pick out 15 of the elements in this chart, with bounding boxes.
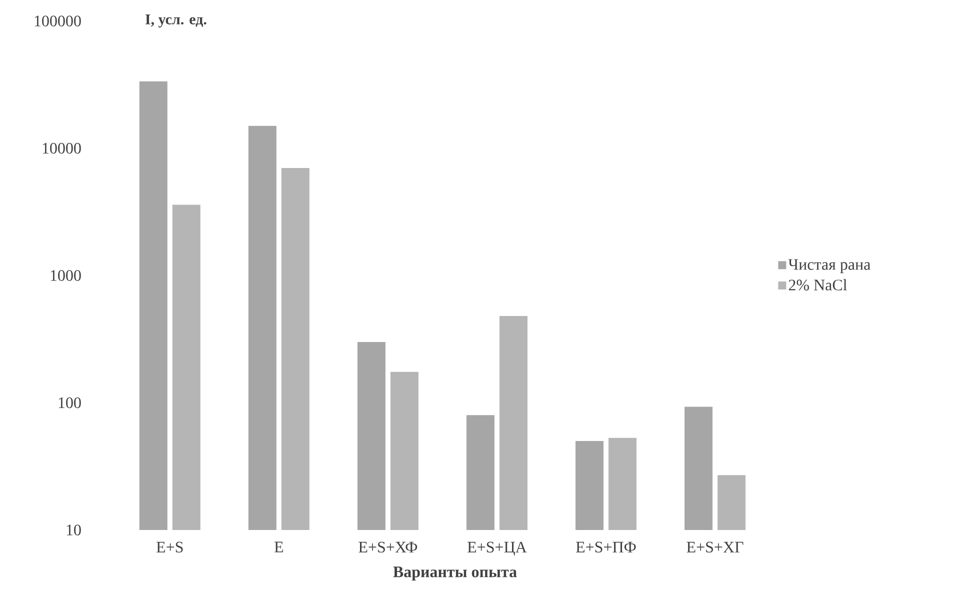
x-tick-label: E: [274, 542, 284, 552]
x-tick-label: E+S+ПФ: [576, 542, 636, 553]
y-tick-label: 10000: [42, 142, 81, 154]
legend-label: Чистая рана: [788, 259, 870, 274]
y-tick-label: 100: [58, 397, 81, 408]
x-tick-label: E+S: [156, 542, 183, 553]
legend-label: 2% NaCl: [788, 279, 847, 290]
y-axis-title: I, усл. ед.: [145, 14, 206, 28]
y-tick-label: 100000: [34, 16, 81, 26]
x-tick-label: E+S+ЦА: [468, 542, 527, 556]
y-tick-label: 1000: [50, 270, 81, 281]
x-tick-label: E+S+ХГ: [686, 542, 744, 553]
x-axis-title: Варианты опыта: [393, 566, 517, 581]
y-tick-label: 10: [66, 524, 81, 536]
x-tick-label: E+S+ХФ: [358, 542, 418, 553]
